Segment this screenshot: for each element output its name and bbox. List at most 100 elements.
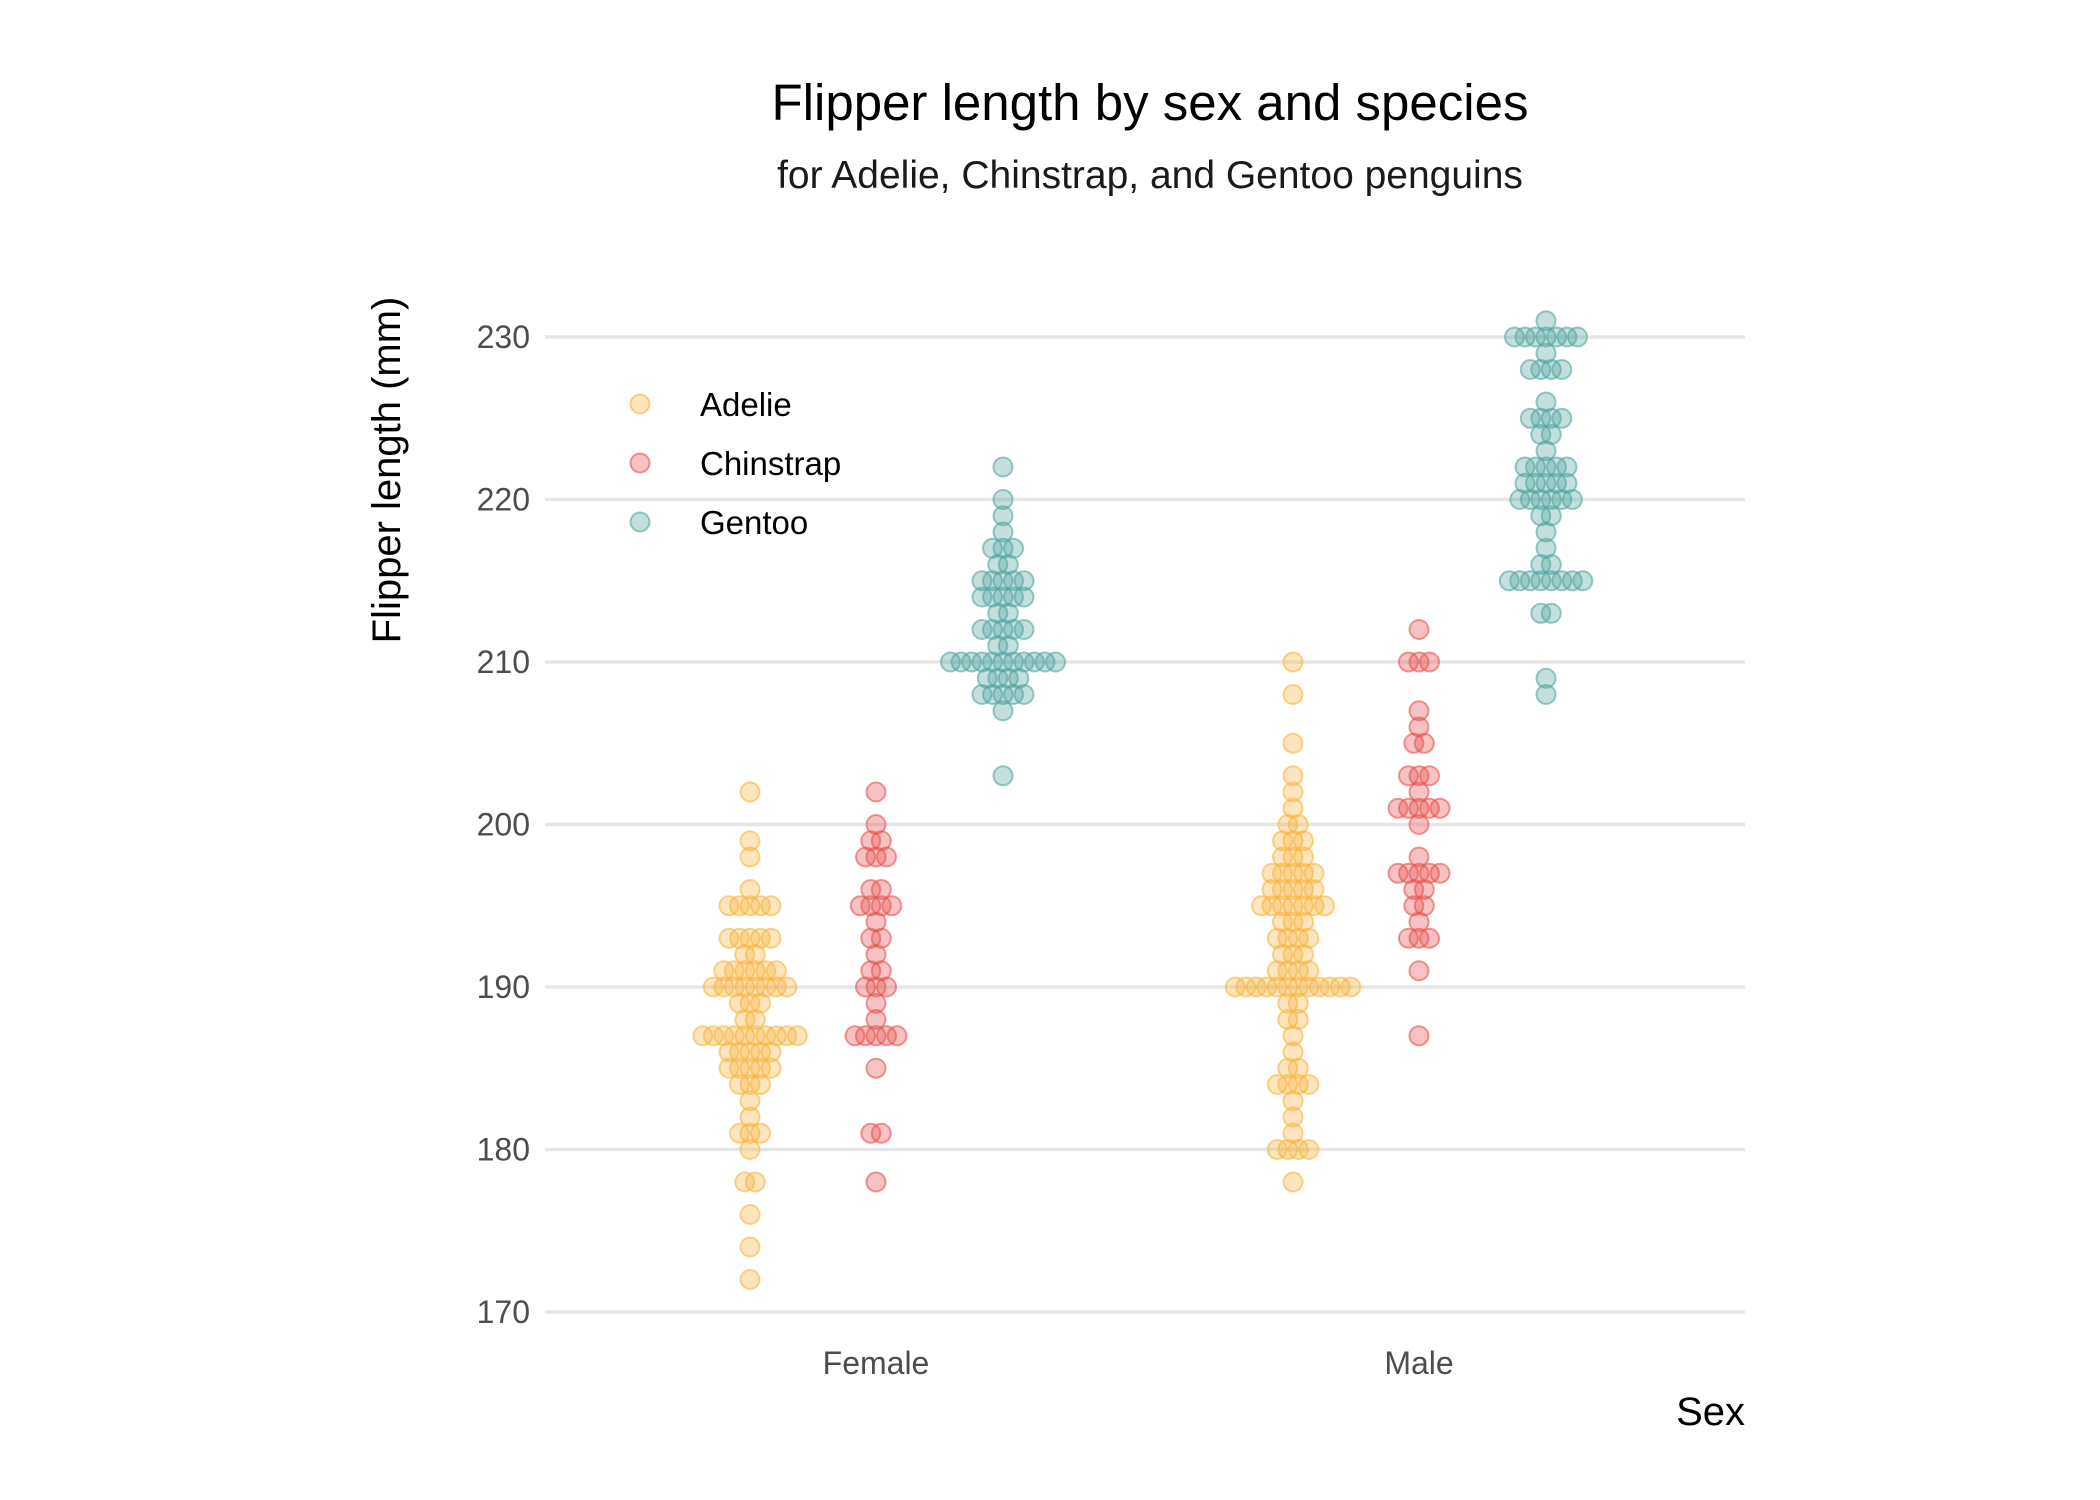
legend-label-gentoo: Gentoo bbox=[700, 504, 808, 541]
data-point bbox=[876, 846, 897, 868]
y-tick-label: 170 bbox=[477, 1294, 530, 1330]
data-point bbox=[1282, 651, 1304, 673]
data-point bbox=[865, 814, 887, 835]
data-points bbox=[692, 310, 1594, 1290]
data-point bbox=[992, 505, 1014, 527]
data-point bbox=[992, 489, 1014, 510]
data-point bbox=[1535, 667, 1557, 689]
data-point bbox=[1013, 619, 1035, 640]
y-tick-label: 190 bbox=[477, 969, 530, 1005]
data-point bbox=[776, 976, 798, 998]
data-point bbox=[750, 1074, 771, 1095]
data-point bbox=[1013, 586, 1035, 608]
data-point bbox=[870, 1122, 892, 1144]
data-point bbox=[786, 1025, 808, 1047]
y-axis-title: Flipper length (mm) bbox=[365, 297, 409, 644]
data-point bbox=[1551, 407, 1573, 429]
data-point bbox=[739, 1106, 761, 1128]
x-tick-label: Female bbox=[823, 1345, 930, 1381]
data-point bbox=[1556, 472, 1578, 494]
data-point bbox=[1567, 326, 1588, 348]
data-point bbox=[1287, 992, 1309, 1014]
data-point bbox=[750, 1122, 771, 1144]
data-point bbox=[1419, 927, 1440, 949]
data-point bbox=[1303, 862, 1325, 884]
data-point bbox=[1282, 732, 1304, 754]
data-point bbox=[760, 1057, 782, 1079]
data-point bbox=[760, 927, 782, 949]
data-point bbox=[1408, 700, 1430, 722]
data-point bbox=[1003, 537, 1024, 559]
data-point bbox=[992, 521, 1014, 543]
data-point bbox=[1298, 1139, 1320, 1160]
data-point bbox=[1408, 619, 1430, 640]
data-point bbox=[1282, 765, 1304, 787]
data-point bbox=[1535, 684, 1557, 705]
data-point bbox=[870, 879, 892, 900]
data-point bbox=[1314, 895, 1335, 917]
x-axis-title: Sex bbox=[1676, 1390, 1745, 1434]
data-point bbox=[739, 781, 761, 803]
data-point bbox=[1303, 879, 1325, 900]
data-point bbox=[1408, 716, 1430, 738]
data-point bbox=[1013, 570, 1035, 592]
data-point bbox=[865, 781, 887, 803]
data-point bbox=[1293, 846, 1314, 868]
data-point bbox=[865, 1009, 887, 1030]
data-point bbox=[739, 1204, 761, 1225]
data-point bbox=[1535, 391, 1557, 413]
data-point bbox=[1540, 424, 1562, 445]
data-point bbox=[1540, 505, 1562, 527]
legend-label-chinstrap: Chinstrap bbox=[700, 445, 841, 482]
data-point bbox=[739, 879, 761, 900]
data-point bbox=[1540, 602, 1562, 624]
data-point bbox=[1551, 359, 1573, 380]
data-point bbox=[1045, 651, 1066, 673]
data-point bbox=[1013, 684, 1035, 705]
data-point bbox=[1282, 1106, 1304, 1128]
data-point bbox=[992, 456, 1014, 478]
data-point bbox=[760, 895, 782, 917]
data-point bbox=[1298, 1074, 1320, 1095]
data-point bbox=[765, 960, 787, 982]
x-axis-ticks: Female Male bbox=[823, 1345, 1454, 1381]
data-point bbox=[1413, 895, 1435, 917]
data-point bbox=[1408, 960, 1430, 982]
legend: Adelie Chinstrap Gentoo bbox=[629, 386, 841, 541]
data-point bbox=[1535, 310, 1557, 332]
y-tick-label: 200 bbox=[477, 807, 530, 843]
y-tick-label: 230 bbox=[477, 319, 530, 355]
chart-title: Flipper length by sex and species bbox=[772, 74, 1529, 131]
data-point bbox=[739, 1236, 761, 1258]
data-point bbox=[739, 846, 761, 868]
data-point bbox=[865, 1057, 887, 1079]
y-tick-label: 210 bbox=[477, 644, 530, 680]
data-point bbox=[1572, 570, 1594, 592]
series-adelie bbox=[692, 651, 1362, 1290]
data-point bbox=[1419, 651, 1440, 673]
y-tick-label: 180 bbox=[477, 1132, 530, 1168]
y-tick-label: 220 bbox=[477, 482, 530, 518]
legend-marker-chinstrap bbox=[629, 452, 651, 474]
data-point bbox=[1293, 911, 1314, 933]
data-point bbox=[1282, 1171, 1304, 1193]
data-point bbox=[739, 830, 761, 852]
data-point bbox=[1556, 456, 1578, 478]
data-point bbox=[1287, 1009, 1309, 1030]
y-axis-ticks: 170 180 190 200 210 220 230 bbox=[477, 319, 530, 1330]
data-point bbox=[1282, 781, 1304, 803]
legend-marker-adelie bbox=[629, 393, 651, 415]
data-point bbox=[1408, 781, 1430, 803]
data-point bbox=[865, 992, 887, 1014]
data-point bbox=[886, 1025, 908, 1047]
data-point bbox=[1282, 1122, 1304, 1144]
chart-subtitle: for Adelie, Chinstrap, and Gentoo pengui… bbox=[777, 154, 1523, 197]
data-point bbox=[1408, 1025, 1430, 1047]
series-gentoo bbox=[940, 310, 1594, 787]
data-point bbox=[1282, 684, 1304, 705]
data-point bbox=[865, 1171, 887, 1193]
data-point bbox=[1419, 765, 1440, 787]
series-chinstrap bbox=[844, 619, 1451, 1193]
x-tick-label: Male bbox=[1384, 1345, 1453, 1381]
